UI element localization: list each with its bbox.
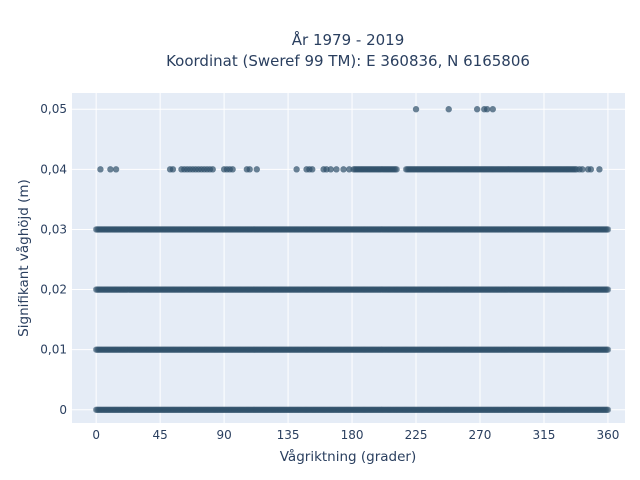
- data-point: [489, 106, 496, 113]
- data-point: [112, 166, 120, 173]
- x-tick-label: 270: [469, 428, 492, 442]
- y-axis-ticks: 0 0,01 0,02 0,03 0,04 0,05: [40, 102, 67, 417]
- data-point: [483, 106, 491, 113]
- data-point: [209, 166, 216, 173]
- x-tick-label: 180: [341, 428, 364, 442]
- data-point: [97, 166, 104, 173]
- data-point: [604, 406, 612, 413]
- x-axis-label: Vågriktning (grader): [280, 448, 417, 465]
- data-point: [253, 166, 261, 173]
- chart-title: År 1979 - 2019: [292, 30, 405, 49]
- data-point: [445, 106, 452, 113]
- x-tick-label: 135: [277, 428, 300, 442]
- data-point: [309, 166, 316, 173]
- data-point: [587, 166, 595, 173]
- data-point: [107, 166, 114, 173]
- data-point: [604, 346, 612, 353]
- data-point: [393, 166, 400, 173]
- y-tick-label: 0: [59, 403, 67, 417]
- x-axis-ticks: 0 45 90 135 180 225 270 315 360: [92, 428, 619, 442]
- data-point: [604, 286, 612, 293]
- y-tick-label: 0,05: [40, 102, 67, 116]
- data-point: [333, 166, 340, 173]
- data-points: [92, 106, 612, 413]
- y-tick-label: 0,03: [40, 222, 67, 236]
- data-point: [473, 106, 481, 113]
- data-point: [596, 166, 603, 173]
- data-point: [340, 166, 347, 173]
- x-tick-label: 0: [92, 428, 100, 442]
- data-point: [229, 166, 236, 173]
- data-point: [412, 106, 420, 113]
- x-tick-label: 315: [533, 428, 556, 442]
- data-point: [604, 226, 612, 233]
- y-tick-label: 0,01: [40, 343, 67, 357]
- plot-area: [72, 93, 625, 423]
- data-point: [327, 166, 334, 173]
- data-point: [169, 166, 177, 173]
- x-tick-label: 45: [152, 428, 167, 442]
- data-point: [246, 166, 253, 173]
- x-tick-label: 225: [405, 428, 428, 442]
- x-tick-label: 360: [596, 428, 619, 442]
- y-axis-label: Signifikant våghöjd (m): [15, 179, 32, 337]
- y-tick-label: 0,02: [40, 283, 67, 297]
- chart-subtitle: Koordinat (Sweref 99 TM): E 360836, N 61…: [166, 52, 530, 70]
- y-tick-label: 0,04: [40, 162, 67, 176]
- x-tick-label: 90: [216, 428, 231, 442]
- data-point: [293, 166, 300, 173]
- data-point: [579, 166, 586, 173]
